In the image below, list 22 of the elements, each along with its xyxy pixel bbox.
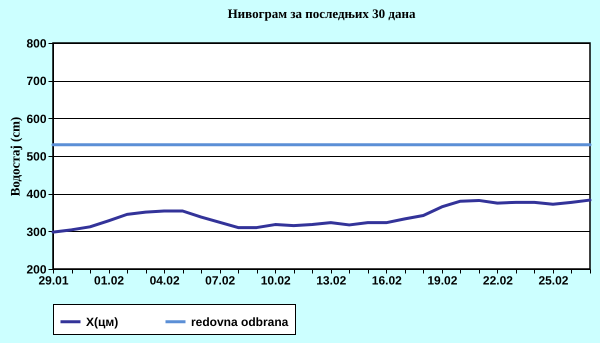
y-tick-label: 500 xyxy=(26,150,47,164)
y-tick-label: 800 xyxy=(26,36,47,50)
x-tick-label: 22.02 xyxy=(482,274,514,288)
x-tick-label: 07.02 xyxy=(205,274,236,288)
legend-label: redovna odbrana xyxy=(191,314,289,329)
y-tick-label: 700 xyxy=(26,74,47,88)
x-tick-label: 29.01 xyxy=(38,274,69,288)
x-tick-label: 10.02 xyxy=(260,274,292,288)
chart-title: Нивограм за последњих 30 дана xyxy=(228,6,416,21)
x-tick-label: 13.02 xyxy=(316,274,347,288)
x-tick-label: 25.02 xyxy=(538,274,569,288)
y-tick-label: 300 xyxy=(26,224,47,239)
x-tick-label: 16.02 xyxy=(372,274,402,288)
y-tick-label: 400 xyxy=(26,187,47,202)
y-tick-label: 600 xyxy=(26,112,47,126)
line-series xyxy=(52,198,592,234)
x-tick-label: 19.02 xyxy=(427,274,458,288)
y-tick-label: 200 xyxy=(26,262,47,276)
x-tick-label: 01.02 xyxy=(94,274,124,288)
legend-label: X(цм) xyxy=(86,314,118,329)
y-axis-title: Водостај (cm) xyxy=(7,116,22,196)
x-tick-label: 04.02 xyxy=(150,274,180,288)
